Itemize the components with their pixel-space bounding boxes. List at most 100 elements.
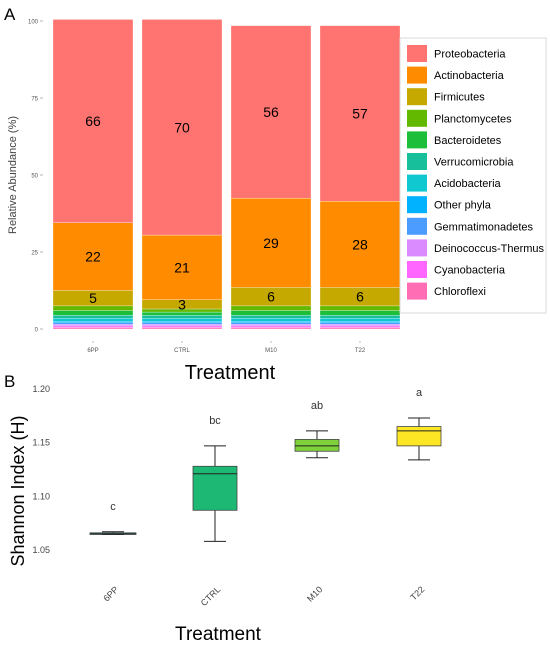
bar-6pp-deinococcus-thermus [52,324,134,327]
data-label-ctrl-firmicutes: 3 [178,296,186,312]
bar-m10-deinococcus-thermus [230,324,312,327]
data-label-ctrl-proteobacteria: 70 [174,119,190,135]
y-tick-label-0: 0 [35,328,39,334]
x-tick-label-m10: M10 [305,584,324,603]
bar-ctrl-chloroflexi [141,327,223,330]
legend-label-bacteroidetes: Bacteroidetes [434,135,502,147]
bar-t22-cyanobacteria [319,325,401,328]
legend-swatch-acidobacteria [407,174,427,192]
legend-label-firmicutes: Firmicutes [434,92,485,104]
bar-ctrl-cyanobacteria [141,325,223,328]
legend-label-cyanobacteria: Cyanobacteria [434,265,506,277]
significance-letter-ctrl: bc [209,415,221,427]
legend-swatch-firmicutes [407,88,427,106]
legend-swatch-gemmatimonadetes [407,217,427,235]
panel-b-y-ticks: 1.05 1.10 1.15 1.20 [32,384,50,555]
bar-ctrl-other-phyla [141,321,223,323]
bar-6pp-chloroflexi [52,327,134,330]
legend-swatch-bacteroidetes [407,131,427,149]
x-tick-label-6pp: 6PP [101,584,120,603]
x-tick-label-t22: T22 [408,584,426,602]
box-ctrl [192,465,238,511]
legend-label-verrucomicrobia: Verrucomicrobia [434,157,514,169]
data-label-t22-proteobacteria: 57 [352,105,368,121]
panel-a-y-ticks: 0 25 50 75 100 [28,20,43,334]
legend-label-gemmatimonadetes: Gemmatimonadetes [434,221,534,233]
legend-swatch-planctomycetes [407,109,427,127]
bar-6pp-verrucomicrobia [52,314,134,319]
legend-label-acidobacteria: Acidobacteria [434,178,502,190]
significance-letter-t22: a [416,387,423,399]
box-t22 [396,426,442,447]
significance-letter-m10: ab [311,400,323,412]
bar-6pp-actinobacteria [52,222,134,291]
x-tick-label-t22: T22 [355,348,366,354]
data-label-t22-actinobacteria: 28 [352,236,368,252]
significance-letter-6pp: c [110,501,116,513]
x-tick-label-ctrl: CTRL [199,584,223,608]
bar-t22-bacteroidetes [319,310,401,316]
bar-ctrl-acidobacteria [141,318,223,322]
panel-b-x-ticks: 6PP CTRL M10 T22 [101,584,426,608]
data-label-6pp-firmicutes: 5 [89,290,97,306]
data-label-m10-actinobacteria: 29 [263,235,279,251]
legend-label-deinococcus-thermus: Deinococcus-Thermus [434,243,545,255]
legend-label-planctomycetes: Planctomycetes [434,113,512,125]
legend-swatch-verrucomicrobia [407,153,427,170]
panel-b-letter: B [4,372,15,391]
bar-6pp-gemmatimonadetes [52,322,134,325]
y-tick-label-1-20: 1.20 [32,384,50,394]
legend-swatch-chloroflexi [407,282,427,300]
legend-swatch-cyanobacteria [407,261,427,278]
y-tick-label-1-10: 1.10 [32,491,50,501]
bar-ctrl-deinococcus-thermus [141,324,223,327]
bar-6pp-acidobacteria [52,318,134,322]
panel-a-y-axis-label: Relative Abundance (%) [7,116,19,234]
legend-label-other-phyla: Other phyla [434,200,492,212]
bar-6pp-other-phyla [52,321,134,323]
x-tick-label-ctrl: CTRL [174,348,190,354]
bar-t22-other-phyla [319,321,401,323]
panel-a-x-axis-label: Treatment [185,362,276,384]
panel-a: A Relative Abundance (%) Treatment 02550… [4,5,547,384]
panel-b: B Shannon Index (H) Treatment 1.051.101.… [4,372,442,645]
bar-m10-proteobacteria [230,25,312,199]
legend-swatch-actinobacteria [407,66,427,84]
bar-6pp-proteobacteria [52,19,134,223]
legend-label-actinobacteria: Actinobacteria [434,70,505,82]
bar-ctrl-bacteroidetes [141,311,223,316]
data-label-m10-firmicutes: 6 [267,289,275,305]
bar-t22-proteobacteria [319,25,401,202]
panel-a-letter: A [4,5,16,24]
panel-b-x-axis-label: Treatment [175,624,262,645]
bar-m10-chloroflexi [230,327,312,330]
x-tick-label-m10: M10 [265,348,277,354]
bar-m10-gemmatimonadetes [230,322,312,325]
bar-ctrl-proteobacteria [141,19,223,236]
data-label-t22-firmicutes: 6 [356,289,364,305]
bar-m10-actinobacteria [230,197,312,288]
y-tick-label-100: 100 [28,20,39,26]
panel-a-x-ticks: 6PP CTRL M10 T22 [87,341,366,354]
bar-6pp-planctomycetes [52,305,134,311]
bar-ctrl-verrucomicrobia [141,314,223,319]
y-tick-label-25: 25 [31,251,38,257]
bar-6pp-bacteroidetes [52,310,134,316]
data-label-ctrl-actinobacteria: 21 [174,259,190,275]
bar-m10-bacteroidetes [230,310,312,316]
bar-m10-cyanobacteria [230,325,312,328]
legend-swatch-proteobacteria [407,45,427,62]
x-tick-label-6pp: 6PP [87,348,98,354]
panel-b-boxes: c bc ab a [89,387,442,542]
legend-swatch-deinococcus-thermus [407,239,427,257]
panel-a-bars [52,19,401,330]
bar-t22-chloroflexi [319,327,401,330]
bar-m10-acidobacteria [230,318,312,322]
panel-b-y-axis-label: Shannon Index (H) [8,415,28,566]
bar-t22-planctomycetes [319,305,401,311]
bar-ctrl-gemmatimonadetes [141,322,223,325]
bar-t22-gemmatimonadetes [319,322,401,325]
bar-m10-planctomycetes [230,305,312,311]
